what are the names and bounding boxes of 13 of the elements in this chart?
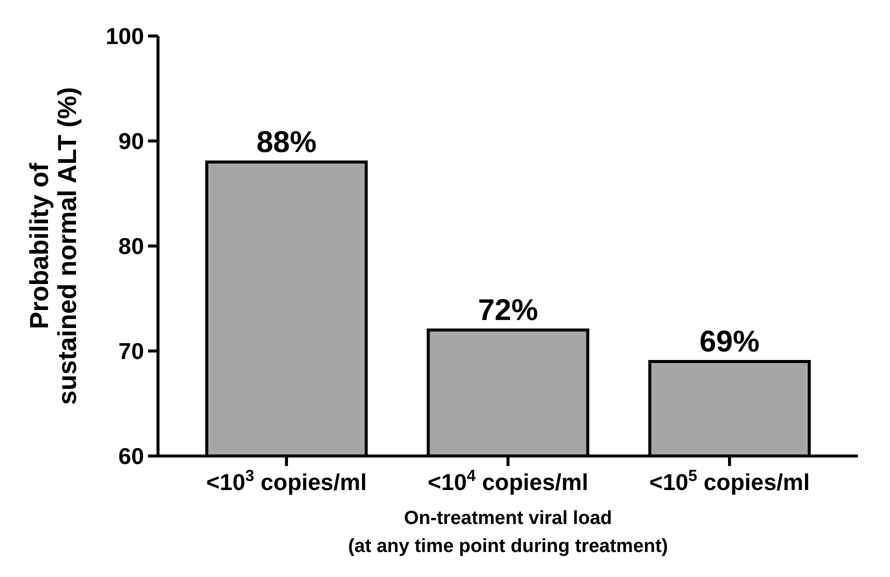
- x-tick-label: <10$^{5}$ copies/ml: [649, 467, 810, 495]
- y-axis-title: Probability of sustained normal ALT (%): [24, 87, 82, 405]
- y-tick-label: 60: [118, 443, 144, 470]
- y-tick-label: 80: [118, 233, 144, 260]
- y-tick-label: 90: [118, 128, 144, 154]
- data-label: 88%: [256, 126, 317, 159]
- data-label: 72%: [478, 294, 538, 327]
- x-tick-label: <10$^{4}$ copies/ml: [428, 467, 588, 495]
- y-tick-label: 100: [106, 23, 144, 50]
- data-label: 69%: [699, 326, 760, 358]
- x-axis-title: On-treatment viral load (at any time point during treatment): [348, 508, 668, 557]
- y-tick-label: 70: [118, 338, 144, 364]
- x-tick-label: <10$^{3}$ copies/ml: [206, 467, 367, 495]
